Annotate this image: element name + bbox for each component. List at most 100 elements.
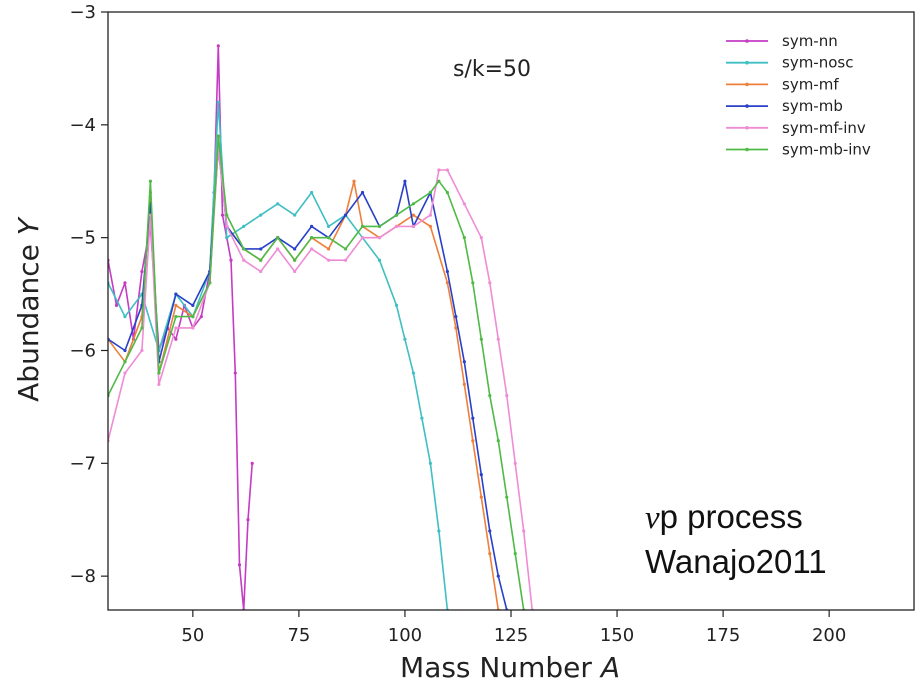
data-point-sym-mb-inv [225, 213, 229, 217]
y-tick-label: −5 [69, 228, 96, 249]
data-point-sym-mb-inv [276, 236, 280, 240]
data-point-sym-mb [360, 190, 365, 195]
data-point-sym-mb-inv [513, 551, 517, 556]
data-point-sym-mb-inv [191, 315, 195, 319]
data-point-sym-nn [123, 281, 127, 285]
data-point-sym-nn [246, 518, 250, 522]
legend-label-sym-mb-inv: sym-mb-inv [782, 141, 871, 159]
data-point-sym-mb-inv [310, 236, 314, 240]
data-point-sym-mb-inv [377, 224, 382, 228]
legend-marker-sym-mb [745, 104, 749, 108]
data-point-sym-mb [445, 269, 449, 274]
data-point-sym-mb-inv [157, 371, 161, 375]
data-point-sym-nn [237, 563, 242, 567]
data-point-sym-mf [454, 326, 458, 330]
data-point-sym-mf-inv [157, 382, 161, 386]
data-point-sym-mf-inv [293, 269, 297, 274]
data-point-sym-mf-inv [343, 258, 348, 262]
data-point-sym-nosc [403, 337, 407, 341]
data-point-sym-mb-inv [462, 236, 466, 240]
data-point-sym-mb-inv [479, 337, 483, 341]
data-point-sym-mb [191, 303, 195, 307]
data-point-sym-mb-inv [242, 247, 246, 251]
data-point-sym-mf [445, 281, 449, 285]
data-point-sym-mf-inv [522, 529, 526, 533]
data-point-sym-mb-inv [326, 236, 331, 240]
data-point-sym-mb-inv [505, 495, 509, 499]
data-point-sym-mb-inv [394, 213, 399, 217]
data-point-sym-mb-inv [471, 281, 475, 285]
data-point-sym-mf-inv [394, 224, 399, 228]
x-tick-label: 175 [706, 625, 740, 646]
data-point-sym-mb [454, 315, 458, 319]
y-tick-label: −4 [69, 115, 96, 136]
data-point-sym-mb-inv [437, 179, 441, 183]
data-point-sym-mb [479, 473, 483, 477]
data-point-sym-mf [411, 213, 416, 217]
data-point-sym-mb-inv [148, 179, 153, 183]
data-point-sym-mb-inv [445, 190, 449, 195]
data-point-sym-mf [488, 551, 492, 556]
data-point-sym-mf-inv [513, 461, 517, 465]
data-point-sym-nn [216, 44, 220, 48]
legend-label-sym-mf: sym-mf [782, 75, 839, 93]
x-tick-label: 150 [600, 625, 634, 646]
data-point-sym-mf-inv [326, 258, 331, 262]
data-point-sym-mf-inv [496, 337, 500, 341]
data-point-sym-mf-inv [360, 236, 365, 240]
data-point-sym-nosc [420, 416, 424, 420]
process-annotation-line1: νp process [645, 498, 803, 536]
data-point-sym-mf-inv [505, 394, 509, 398]
data-point-sym-mb-inv [496, 439, 500, 443]
data-point-sym-mf-inv [428, 213, 432, 217]
condition-annotation: s/k=50 [453, 57, 531, 82]
process-annotation-line2: Wanajo2011 [645, 543, 827, 580]
data-point-sym-mf-inv [174, 326, 178, 330]
legend-label-sym-mf-inv: sym-mf-inv [782, 119, 866, 137]
data-point-sym-mb [403, 179, 407, 183]
data-point-sym-mf [471, 439, 475, 443]
legend-label-sym-mb: sym-mb [782, 97, 843, 115]
data-point-sym-mb [123, 348, 127, 353]
data-point-sym-mf-inv [462, 202, 466, 206]
legend-marker-sym-nn [745, 39, 749, 43]
legend-marker-sym-mb-inv [745, 147, 749, 152]
data-point-sym-mf [174, 303, 178, 307]
data-point-sym-nosc [259, 213, 263, 217]
legend-label-sym-nn: sym-nn [782, 32, 838, 50]
data-point-sym-mf-inv [445, 168, 449, 172]
series-line-sym-mb-inv [108, 135, 525, 610]
data-point-sym-mb [488, 529, 492, 533]
data-point-sym-mf-inv [140, 348, 144, 353]
x-axis-variable: A [599, 651, 620, 684]
data-point-sym-mb-inv [411, 202, 416, 206]
data-point-sym-mb [293, 247, 297, 251]
data-point-sym-nosc [377, 258, 382, 262]
data-point-sym-mf [462, 382, 466, 386]
nu-symbol: ν [645, 500, 660, 536]
data-point-sym-nosc [411, 371, 416, 375]
data-point-sym-nosc [123, 315, 127, 319]
data-point-sym-mf [428, 224, 432, 228]
data-point-sym-mb [471, 416, 475, 420]
y-axis-variable: Y [12, 216, 45, 235]
data-point-sym-nosc [326, 224, 331, 228]
legend-marker-sym-mf [745, 82, 749, 87]
data-point-sym-mb-inv [488, 394, 492, 398]
data-point-sym-mf [479, 495, 483, 499]
data-point-sym-nn [174, 337, 178, 341]
data-point-sym-mb-inv [343, 247, 348, 251]
y-tick-label: −6 [69, 340, 96, 361]
data-point-sym-mf-inv [191, 326, 195, 330]
data-point-sym-mf-inv [242, 258, 246, 262]
data-point-sym-nn [233, 371, 237, 375]
data-point-sym-mb-inv [293, 258, 297, 262]
data-point-sym-mb [174, 292, 178, 296]
data-point-sym-mf-inv [479, 236, 483, 240]
data-point-sym-mf-inv [123, 371, 127, 375]
legend-marker-sym-nosc [745, 60, 749, 65]
data-point-sym-nosc [276, 202, 280, 206]
x-tick-label: 100 [388, 625, 422, 646]
y-axis-label-text: Abundance [12, 244, 45, 402]
